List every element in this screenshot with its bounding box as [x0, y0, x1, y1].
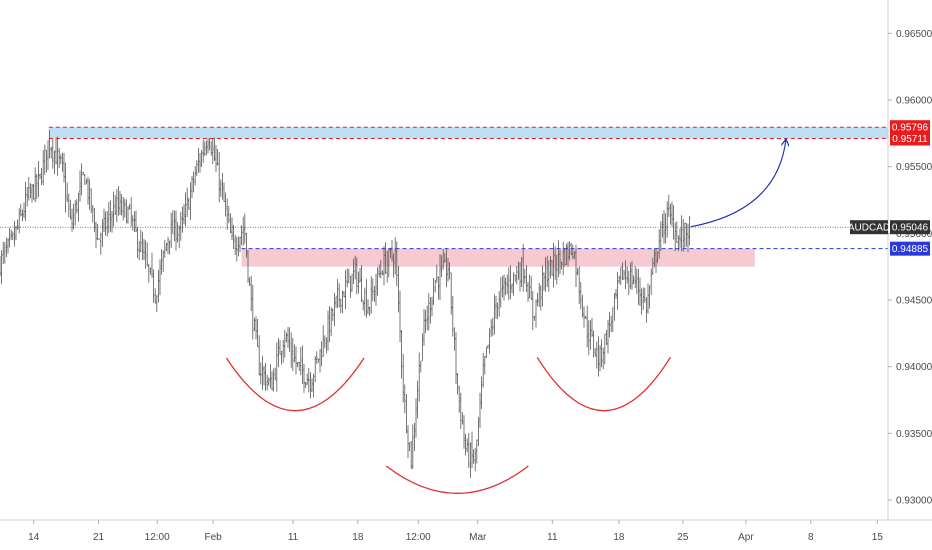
zones-layer: [48, 127, 888, 267]
time-tick-label-6: 12:00: [406, 532, 431, 543]
price-tick-label-4: 0.94500: [896, 296, 932, 307]
price-tick-label-0: 0.96500: [896, 29, 932, 40]
time-tick-label-4: 11: [288, 532, 299, 543]
resistance-zone: [48, 127, 888, 139]
symbol-badge-bg: [850, 220, 888, 235]
price-tick-label-2: 0.95500: [896, 162, 932, 173]
last-price-badge-bg: [890, 220, 930, 235]
time-tick-label-2: 12:00: [145, 532, 170, 543]
support-badge: 0.94885: [892, 244, 929, 255]
symbol-label: AUDCAD: [848, 223, 890, 234]
time-tick-label-11: Apr: [738, 532, 754, 543]
price-tick-label-6: 0.93500: [896, 429, 932, 440]
price-tick-label-1: 0.96000: [896, 96, 932, 107]
time-tick-label-12: 8: [808, 532, 814, 543]
time-axis[interactable]: 14 21 12:00 Feb 11 18 12:00 Mar 11 18 25 Apr 8 15: [28, 520, 883, 543]
right-shoulder-arc: [536, 356, 671, 412]
time-tick-label-0: 14: [28, 532, 40, 543]
support-badge-bg: [890, 241, 930, 256]
time-tick-label-3: Feb: [205, 532, 223, 543]
resistance-low-badge-bg: [890, 131, 930, 146]
resistance-low-badge: 0.95711: [892, 134, 928, 145]
last-price-badge: 0.95046: [892, 223, 929, 234]
resistance-high-badge: 0.95796: [892, 123, 929, 134]
time-tick-label-7: Mar: [469, 532, 487, 543]
price-tick-label-3: 0.95000: [896, 229, 932, 240]
price-axis[interactable]: 0.96500 0.96000 0.95500 0.95000 0.94500 0.940…: [888, 29, 932, 507]
support-zone: [241, 248, 755, 267]
time-tick-label-1: 21: [93, 532, 105, 543]
time-tick-label-10: 25: [677, 532, 689, 543]
time-tick-label-13: 15: [872, 532, 884, 543]
head-arc: [385, 465, 529, 494]
resistance-high-badge-bg: [890, 120, 930, 135]
time-tick-label-9: 18: [613, 532, 625, 543]
levels-layer: [0, 126, 888, 250]
price-tick-label-5: 0.94000: [896, 362, 932, 373]
patterns-layer: [225, 356, 671, 494]
projection-layer: [690, 140, 786, 228]
time-tick-label-5: 18: [352, 532, 364, 543]
left-shoulder-arc: [225, 357, 365, 412]
time-tick-label-8: 11: [547, 532, 558, 543]
candles-layer: [0, 130, 691, 479]
projection-arrow: [690, 140, 786, 228]
price-tick-label-7: 0.93000: [896, 496, 932, 507]
